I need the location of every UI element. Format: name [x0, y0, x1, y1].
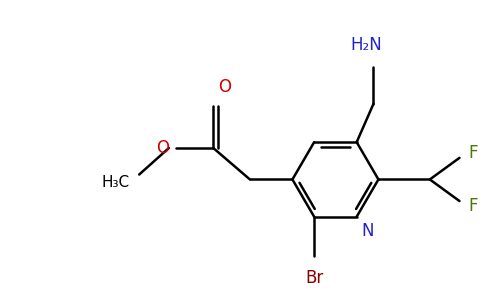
- Text: H₂N: H₂N: [351, 36, 382, 54]
- Text: O: O: [218, 78, 231, 96]
- Text: Br: Br: [305, 269, 323, 287]
- Text: F: F: [469, 197, 478, 215]
- Text: N: N: [362, 222, 374, 240]
- Text: F: F: [469, 144, 478, 162]
- Text: O: O: [156, 139, 169, 157]
- Text: H₃C: H₃C: [101, 175, 129, 190]
